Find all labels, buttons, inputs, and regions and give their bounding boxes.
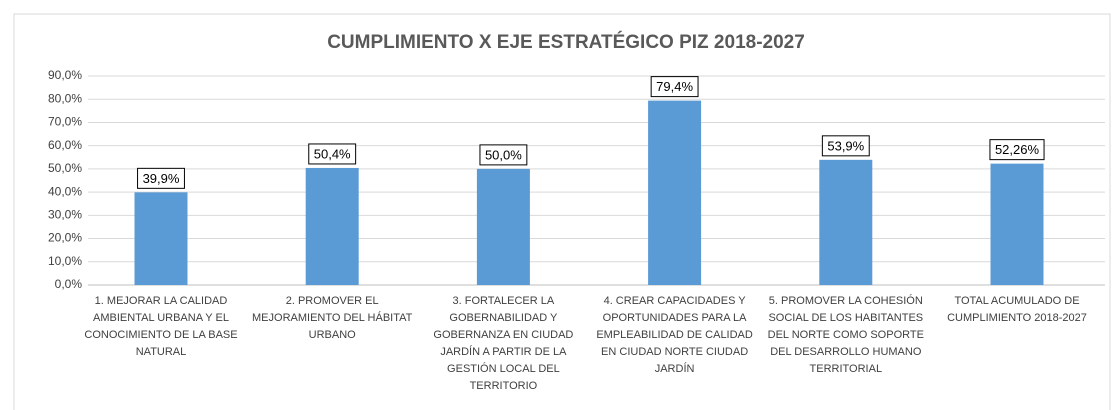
y-tick-label: 10,0% <box>48 254 82 268</box>
data-label-box <box>650 76 699 98</box>
data-label-box <box>479 144 528 166</box>
bar <box>134 192 188 285</box>
x-tick-label: 2. PROMOVER EL MEJORAMIENTO DEL HÁBITAT … <box>252 295 413 341</box>
y-tick-label: 50,0% <box>48 161 82 175</box>
y-tick-label: 70,0% <box>48 115 82 129</box>
data-label: 39,9% <box>143 171 180 186</box>
data-label-box <box>989 139 1045 161</box>
data-label: 50,0% <box>485 147 522 162</box>
data-label: 52,26% <box>995 142 1040 157</box>
y-tick-label: 90,0% <box>48 68 82 82</box>
data-label: 53,9% <box>827 138 864 153</box>
bar <box>648 100 702 285</box>
y-tick-label: 0,0% <box>55 277 83 291</box>
x-tick-label: 3. FORTALECER LA GOBERNABILIDAD Y GOBERN… <box>433 295 574 392</box>
x-tick-label: 1. MEJORAR LA CALIDAD AMBIENTAL URBANA Y… <box>84 295 238 358</box>
data-label: 50,4% <box>314 146 351 161</box>
y-tick-label: 40,0% <box>48 184 82 198</box>
x-tick-label: 5. PROMOVER LA COHESIÓN SOCIAL DE LOS HA… <box>767 295 924 375</box>
x-tick-label: TOTAL ACUMULADO DE CUMPLIMIENTO 2018-202… <box>947 295 1087 324</box>
data-label-box <box>308 143 357 165</box>
data-label-box <box>137 167 185 189</box>
y-tick-label: 60,0% <box>48 138 82 152</box>
chart-border <box>13 13 1111 410</box>
bar <box>990 163 1044 285</box>
y-tick-label: 30,0% <box>48 208 82 222</box>
y-tick-label: 80,0% <box>48 91 82 105</box>
y-tick-label: 20,0% <box>48 231 82 245</box>
chart-title: CUMPLIMIENTO X EJE ESTRATÉGICO PIZ 2018-… <box>327 31 805 53</box>
bar <box>305 167 359 285</box>
bar <box>476 168 530 285</box>
bar <box>819 159 873 285</box>
data-label: 79,4% <box>656 79 693 94</box>
x-tick-label: 4. CREAR CAPACIDADES Y OPORTUNIDADES PAR… <box>596 295 753 375</box>
data-label-box <box>821 135 870 157</box>
